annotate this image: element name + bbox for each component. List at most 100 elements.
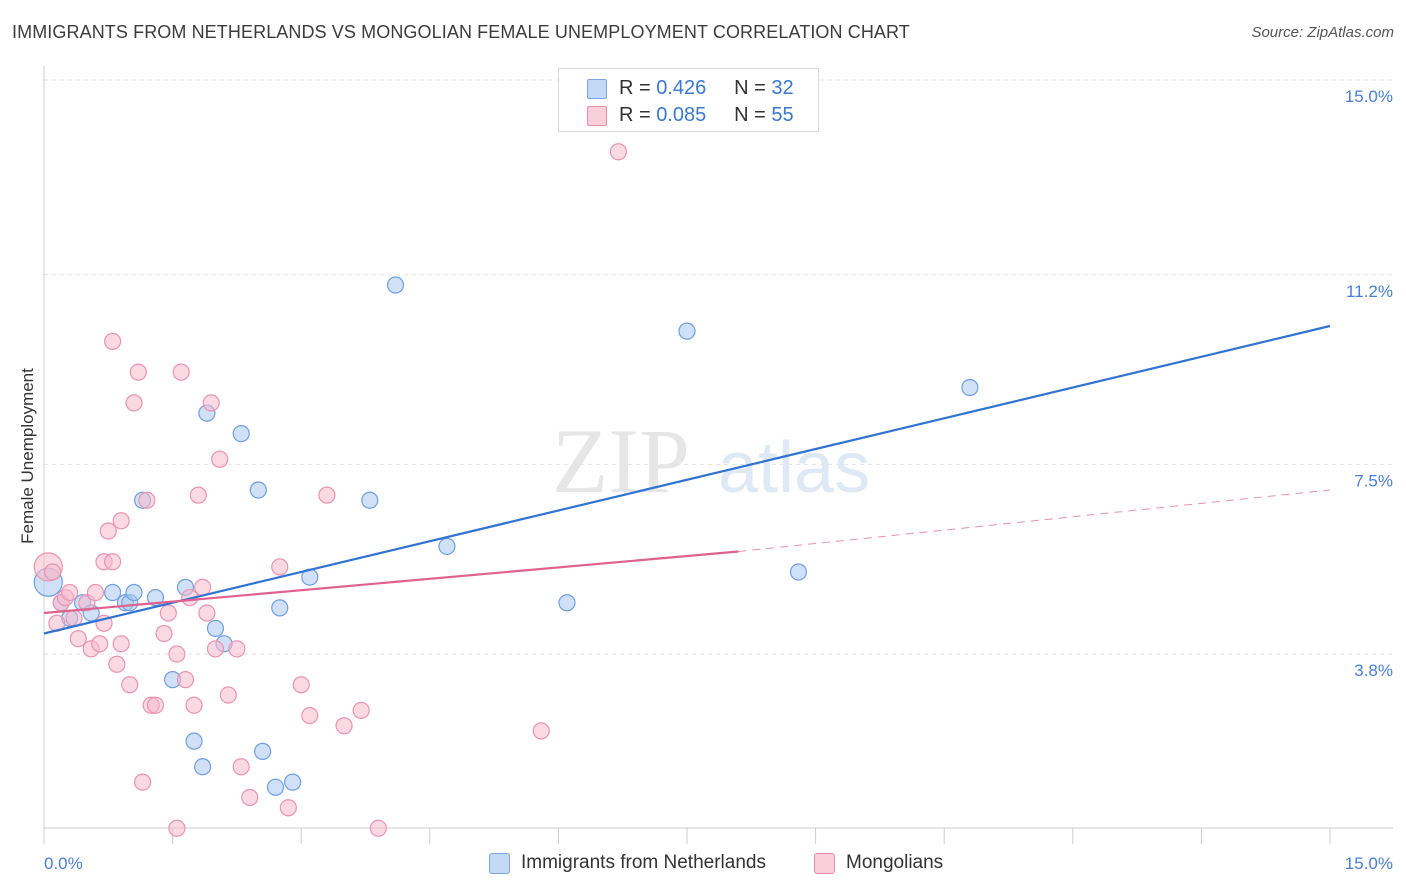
x-tick-label-right: 15.0%: [1345, 854, 1393, 873]
chart-title: IMMIGRANTS FROM NETHERLANDS VS MONGOLIAN…: [12, 22, 910, 42]
legend-n-value-netherlands: 32: [771, 77, 794, 99]
legend-n-label: N =: [734, 77, 766, 99]
point-mongolians-48: [318, 486, 336, 504]
legend-r-label: R =: [619, 77, 651, 99]
watermark-zip: ZIP: [552, 410, 690, 512]
point-mongolians-22: [129, 363, 147, 381]
y-tick-label-1: 7.5%: [1354, 471, 1393, 490]
trend-line-mongolians-extension: [738, 489, 1331, 552]
point-mongolians-36: [198, 604, 216, 622]
legend-swatch-mongolians: [587, 106, 607, 126]
point-mongolians-29: [168, 645, 186, 663]
y-axis-title: Female Unemployment: [18, 368, 37, 544]
point-mongolians-24: [138, 491, 156, 509]
point-netherlands-5: [103, 583, 122, 602]
point-netherlands-28: [558, 594, 576, 612]
point-mongolians-40: [219, 686, 237, 704]
series-netherlands-points: [33, 276, 979, 796]
bottom-legend-label-netherlands: Immigrants from Netherlands: [521, 852, 766, 873]
point-mongolians-38: [206, 640, 225, 658]
point-netherlands-13: [185, 732, 203, 750]
point-netherlands-14: [194, 758, 212, 776]
bottom-legend-swatch-mongolians: [814, 853, 835, 874]
stats-legend: R = 0.426 N = 32 R = 0.085 N = 55: [558, 68, 819, 132]
point-mongolians-47: [301, 706, 319, 725]
point-mongolians-52: [532, 722, 550, 740]
source-label: Source: ZipAtlas.com: [1251, 24, 1394, 41]
bottom-legend-swatch-netherlands: [489, 853, 510, 874]
point-mongolians-19: [112, 512, 130, 530]
series-mongolians-points: [33, 143, 628, 837]
axes: [43, 66, 1393, 844]
point-mongolians-39: [211, 450, 229, 468]
x-tick-label-left: 0.0%: [44, 854, 83, 873]
point-mongolians-51: [369, 819, 387, 837]
point-mongolians-5: [61, 583, 79, 602]
point-mongolians-28: [159, 604, 177, 622]
y-tick-label-2: 11.2%: [1346, 282, 1393, 301]
point-netherlands-29: [678, 322, 696, 340]
point-netherlands-23: [284, 773, 302, 791]
point-mongolians-11: [91, 635, 109, 653]
legend-r-value-netherlands: 0.426: [656, 77, 707, 99]
point-mongolians-14: [99, 522, 117, 540]
y-tick-label-0: 3.8%: [1354, 661, 1393, 680]
bottom-legend-label-mongolians: Mongolians: [846, 852, 944, 873]
point-mongolians-7: [69, 630, 87, 648]
point-mongolians-17: [108, 655, 126, 673]
watermark: ZIP atlas: [552, 410, 870, 512]
point-netherlands-30: [789, 563, 808, 581]
point-netherlands-19: [249, 481, 267, 499]
point-netherlands-27: [438, 537, 456, 555]
point-mongolians-30: [172, 363, 190, 381]
point-mongolians-27: [155, 624, 173, 643]
legend-n-value-mongolians: 55: [771, 104, 794, 126]
point-netherlands-25: [361, 491, 379, 509]
trend-line-netherlands: [43, 324, 1331, 635]
point-mongolians-26: [146, 696, 165, 714]
point-netherlands-18: [232, 425, 250, 443]
trend-line-mongolians: [43, 550, 739, 615]
point-netherlands-8: [125, 583, 143, 602]
point-mongolians-41: [228, 640, 246, 658]
point-mongolians-46: [292, 676, 310, 694]
point-mongolians-1: [43, 563, 62, 581]
point-mongolians-20: [121, 676, 139, 694]
legend-swatch-netherlands: [587, 79, 607, 99]
point-mongolians-10: [86, 583, 105, 602]
point-netherlands-20: [254, 742, 272, 760]
point-mongolians-43: [241, 788, 259, 807]
point-mongolians-16: [103, 332, 122, 350]
point-mongolians-18: [112, 635, 130, 653]
point-mongolians-50: [352, 701, 370, 719]
point-mongolians-53: [609, 143, 628, 161]
point-mongolians-35: [194, 578, 212, 596]
point-mongolians-21: [125, 394, 143, 412]
y-tick-labels: 3.8% 7.5% 11.2% 15.0%: [1345, 87, 1393, 680]
point-netherlands-26: [386, 276, 405, 294]
point-mongolians-31: [176, 671, 195, 689]
point-mongolians-42: [232, 758, 250, 776]
point-mongolians-34: [189, 486, 207, 504]
trend-lines: [43, 324, 1331, 635]
gridlines: [44, 79, 1393, 655]
point-mongolians-44: [271, 558, 289, 576]
point-mongolians-6: [65, 609, 83, 627]
point-mongolians-23: [133, 773, 152, 791]
legend-r-label: R =: [619, 104, 651, 126]
point-mongolians-15: [103, 553, 122, 571]
point-netherlands-22: [271, 599, 289, 617]
point-mongolians-54: [168, 819, 186, 837]
point-mongolians-37: [202, 394, 220, 412]
y-tick-label-3: 15.0%: [1345, 87, 1393, 106]
point-mongolians-45: [279, 799, 297, 817]
legend-n-label: N =: [734, 104, 766, 126]
point-netherlands-16: [206, 619, 225, 637]
point-netherlands-10: [146, 589, 165, 607]
point-mongolians-49: [335, 717, 353, 735]
point-netherlands-21: [266, 778, 285, 796]
point-mongolians-33: [185, 696, 203, 714]
legend-r-value-mongolians: 0.085: [656, 104, 707, 126]
point-netherlands-31: [961, 378, 979, 397]
